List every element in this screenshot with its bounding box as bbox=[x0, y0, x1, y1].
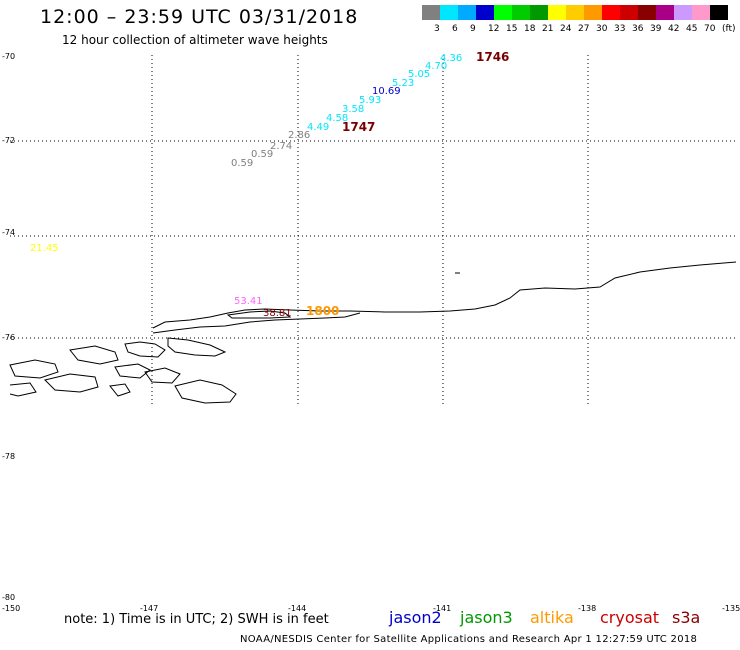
legend-label: 18 bbox=[524, 24, 536, 34]
legend-label: 70 bbox=[704, 24, 716, 34]
wave-height-value: 4.58 bbox=[326, 113, 349, 124]
wave-height-value: 4.36 bbox=[440, 53, 463, 64]
legend-swatch bbox=[602, 5, 620, 20]
legend-label: 21 bbox=[542, 24, 554, 34]
satellite-name: altika bbox=[530, 608, 574, 627]
pass-time-label: 1746 bbox=[476, 50, 510, 64]
wave-height-value: 53.41 bbox=[234, 296, 263, 307]
legend-swatch bbox=[548, 5, 566, 20]
wave-height-value: 5.05 bbox=[408, 69, 431, 80]
longitude-label: -135 bbox=[722, 604, 740, 613]
wave-height-value: 4.70 bbox=[425, 61, 448, 72]
satellite-name: cryosat bbox=[600, 608, 660, 627]
legend-label: 39 bbox=[650, 24, 662, 34]
legend-label: 12 bbox=[488, 24, 500, 34]
wave-height-value: 5.23 bbox=[392, 78, 415, 89]
legend-label: 30 bbox=[596, 24, 608, 34]
latitude-label: -78 bbox=[2, 452, 16, 461]
longitude-label: -147 bbox=[140, 604, 159, 613]
legend-swatch bbox=[440, 5, 458, 20]
legend-swatch bbox=[656, 5, 674, 20]
legend-label: 24 bbox=[560, 24, 572, 34]
longitude-label: -138 bbox=[578, 604, 597, 613]
legend-swatch bbox=[422, 5, 440, 20]
legend-label: (ft) bbox=[722, 24, 736, 34]
legend-swatch bbox=[458, 5, 476, 20]
legend-label: 9 bbox=[470, 24, 476, 34]
wave-height-value: 2.86 bbox=[288, 130, 311, 141]
legend-swatch bbox=[476, 5, 494, 20]
longitude-label: -144 bbox=[288, 604, 307, 613]
longitude-label: -150 bbox=[2, 604, 21, 613]
legend-swatch bbox=[584, 5, 602, 20]
wave-height-value: 3.58 bbox=[342, 104, 365, 115]
legend-swatch bbox=[512, 5, 530, 20]
wave-height-value: 2.74 bbox=[270, 141, 293, 152]
latitude-label: -72 bbox=[2, 136, 16, 145]
legend-swatch bbox=[638, 5, 656, 20]
latitude-label: -80 bbox=[2, 593, 16, 602]
legend-swatch bbox=[620, 5, 638, 20]
wave-height-value: 21.45 bbox=[30, 243, 59, 254]
satellite-name: jason2 bbox=[389, 608, 442, 627]
legend-label: 36 bbox=[632, 24, 644, 34]
legend-swatch bbox=[692, 5, 710, 20]
legend-swatch bbox=[494, 5, 512, 20]
longitude-label: -141 bbox=[433, 604, 452, 613]
wave-height-value: 38.81 bbox=[263, 308, 292, 319]
coastline bbox=[9, 261, 737, 404]
legend-swatch bbox=[566, 5, 584, 20]
latitude-label: -76 bbox=[2, 333, 16, 342]
chart-subtitle: 12 hour collection of altimeter wave hei… bbox=[62, 33, 328, 47]
legend-label: 15 bbox=[506, 24, 518, 34]
satellite-name: jason3 bbox=[460, 608, 513, 627]
legend-swatch bbox=[530, 5, 548, 20]
graticule bbox=[10, 55, 738, 405]
wave-height-value: 4.49 bbox=[307, 122, 330, 133]
latitude-label: -74 bbox=[2, 228, 16, 237]
wave-height-value: 5.93 bbox=[359, 95, 382, 106]
footer-note: note: 1) Time is in UTC; 2) SWH is in fe… bbox=[64, 612, 329, 627]
wave-height-value: 10.69 bbox=[372, 86, 401, 97]
legend-swatch bbox=[710, 5, 728, 20]
color-legend bbox=[422, 5, 728, 20]
legend-label: 42 bbox=[668, 24, 680, 34]
legend-label: 45 bbox=[686, 24, 698, 34]
wave-height-value: 0.59 bbox=[251, 149, 274, 160]
legend-label: 3 bbox=[434, 24, 440, 34]
pass-time-label: 1747 bbox=[342, 120, 376, 134]
chart-title: 12:00 – 23:59 UTC 03/31/2018 bbox=[40, 6, 359, 28]
latitude-label: -70 bbox=[2, 52, 16, 61]
legend-label: 33 bbox=[614, 24, 626, 34]
legend-swatch bbox=[674, 5, 692, 20]
pass-time-label: 1800 bbox=[306, 304, 340, 318]
legend-label: 27 bbox=[578, 24, 590, 34]
footer-credit: NOAA/NESDIS Center for Satellite Applica… bbox=[240, 634, 698, 645]
legend-label: 6 bbox=[452, 24, 458, 34]
satellite-name: s3a bbox=[672, 608, 701, 627]
wave-height-value: 0.59 bbox=[231, 158, 254, 169]
